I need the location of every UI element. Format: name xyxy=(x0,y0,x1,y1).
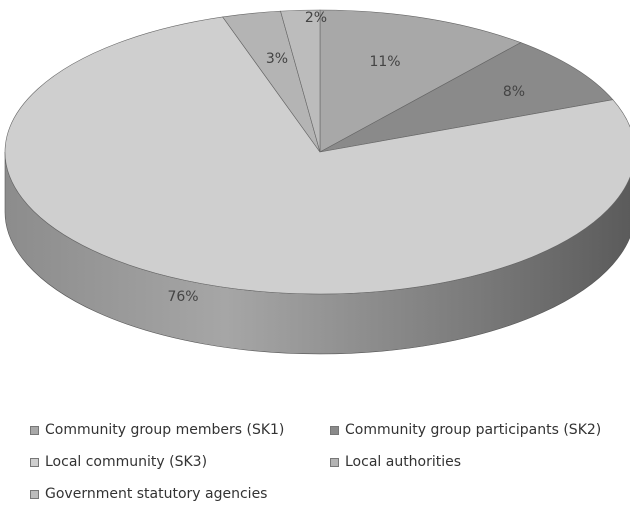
data-label-1: 11% xyxy=(369,54,400,70)
legend-label-5: Government statutory agencies xyxy=(45,486,268,502)
legend-swatch-4 xyxy=(330,457,339,467)
data-label-2: 8% xyxy=(503,84,525,100)
pie-slice-3 xyxy=(4,16,630,295)
legend-swatch-5 xyxy=(30,489,39,499)
legend-swatch-2 xyxy=(330,425,339,435)
legend-label-2: Community group participants (SK2) xyxy=(345,422,602,438)
legend-item-1: Community group members (SK1) xyxy=(30,422,284,438)
pie-chart: 11% 8% 76% 3% 2% xyxy=(4,9,630,355)
pie-slice-5 xyxy=(280,9,321,153)
legend-swatch-1 xyxy=(30,425,39,435)
legend-label-4: Local authorities xyxy=(345,454,462,470)
data-label-3: 76% xyxy=(167,289,198,305)
legend-label-3: Local community (SK3) xyxy=(45,454,208,470)
legend-item-5: Government statutory agencies xyxy=(30,486,267,502)
pie-slice-2 xyxy=(319,42,614,153)
legend-item-3: Local community (SK3) xyxy=(30,454,207,470)
data-label-5: 2% xyxy=(305,10,327,26)
data-label-4: 3% xyxy=(266,51,288,67)
legend-label-1: Community group members (SK1) xyxy=(45,422,285,438)
legend-item-2: Community group participants (SK2) xyxy=(330,422,601,438)
legend-item-4: Local authorities xyxy=(330,454,461,470)
legend-swatch-3 xyxy=(30,457,39,467)
pie-slice-1 xyxy=(319,9,522,153)
